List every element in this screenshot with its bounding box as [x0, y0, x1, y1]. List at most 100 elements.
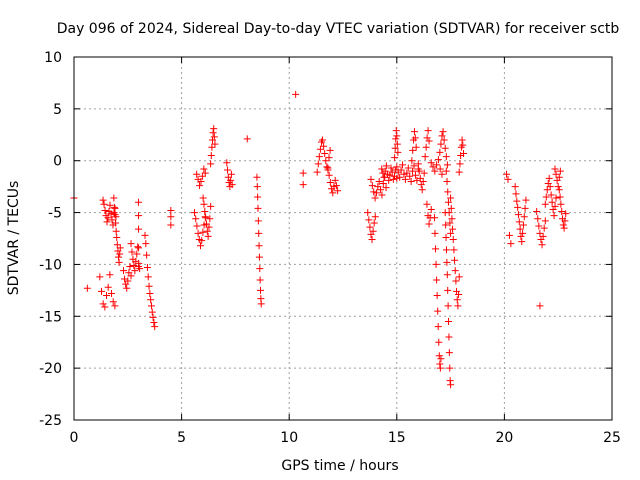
data-point — [536, 229, 544, 237]
data-point — [378, 191, 386, 199]
data-point — [324, 164, 332, 172]
data-point — [385, 176, 393, 184]
data-point — [412, 143, 420, 151]
data-point — [377, 186, 385, 194]
data-point — [455, 168, 463, 176]
data-point — [518, 238, 526, 246]
data-point — [444, 188, 452, 196]
data-point — [375, 177, 383, 185]
data-point — [109, 298, 117, 306]
data-point — [203, 227, 211, 235]
data-point — [111, 204, 119, 212]
data-point — [541, 200, 549, 208]
data-point — [131, 267, 139, 275]
data-point — [446, 219, 454, 227]
data-point — [437, 355, 445, 363]
data-point — [254, 204, 262, 212]
data-point — [111, 211, 119, 219]
data-point — [396, 173, 404, 181]
data-point — [146, 289, 154, 297]
data-point — [410, 128, 418, 136]
data-point — [255, 229, 263, 237]
data-point — [434, 156, 442, 164]
data-point — [194, 229, 202, 237]
data-point — [434, 307, 442, 315]
data-point — [394, 148, 402, 156]
data-point — [517, 232, 525, 240]
data-point — [423, 200, 431, 208]
data-point — [444, 302, 452, 310]
data-point — [445, 209, 453, 217]
data-point — [255, 242, 263, 250]
data-point — [432, 260, 440, 268]
data-point — [208, 143, 216, 151]
data-point — [372, 189, 380, 197]
data-point — [534, 215, 542, 223]
data-point — [370, 219, 378, 227]
data-point — [408, 157, 416, 165]
data-point — [540, 224, 548, 232]
data-point — [437, 140, 445, 148]
data-point — [135, 212, 143, 220]
data-point — [447, 381, 455, 389]
data-point — [535, 222, 543, 230]
data-point — [196, 182, 204, 190]
data-point — [552, 170, 560, 178]
data-point — [519, 229, 527, 237]
data-point — [110, 194, 118, 202]
data-point — [440, 136, 448, 144]
data-point — [320, 142, 328, 150]
data-point — [392, 135, 400, 143]
data-point — [326, 146, 334, 154]
data-point — [445, 317, 453, 325]
data-point — [551, 165, 559, 173]
y-tick-label: -5 — [48, 206, 62, 222]
data-point — [430, 214, 438, 222]
data-point — [198, 172, 206, 180]
data-point — [539, 232, 547, 240]
data-point — [326, 178, 334, 186]
data-point — [103, 218, 111, 226]
plot-frame — [73, 56, 613, 421]
data-point — [141, 231, 149, 239]
data-point — [257, 300, 265, 308]
data-point — [112, 219, 120, 227]
data-point — [552, 194, 560, 202]
data-point — [409, 167, 417, 175]
data-point — [108, 289, 116, 297]
data-point — [292, 90, 300, 98]
data-point — [521, 204, 529, 212]
data-point — [130, 261, 138, 269]
y-tick-label: -15 — [39, 309, 62, 325]
data-point — [415, 167, 423, 175]
data-point — [134, 243, 142, 251]
data-point — [334, 187, 342, 195]
data-point — [548, 198, 556, 206]
data-point — [458, 136, 466, 144]
data-point — [314, 160, 322, 168]
data-point — [149, 313, 157, 321]
data-point — [514, 211, 522, 219]
data-point — [449, 236, 457, 244]
data-point — [128, 248, 136, 256]
data-point — [558, 208, 566, 216]
data-point — [150, 319, 158, 327]
data-point — [193, 222, 201, 230]
data-point — [443, 258, 451, 266]
y-tick-label: 0 — [53, 154, 62, 170]
data-point — [364, 209, 372, 217]
data-point — [547, 191, 555, 199]
data-point — [106, 271, 114, 279]
data-point — [411, 171, 419, 179]
data-point — [550, 212, 558, 220]
data-point — [455, 291, 463, 299]
data-point — [451, 267, 459, 275]
data-point — [561, 217, 569, 225]
data-point — [199, 194, 207, 202]
data-point — [207, 160, 215, 168]
y-tick-label: 5 — [53, 102, 62, 118]
data-point — [191, 209, 199, 217]
data-point — [435, 352, 443, 360]
data-point — [513, 197, 521, 205]
data-point — [325, 154, 333, 162]
